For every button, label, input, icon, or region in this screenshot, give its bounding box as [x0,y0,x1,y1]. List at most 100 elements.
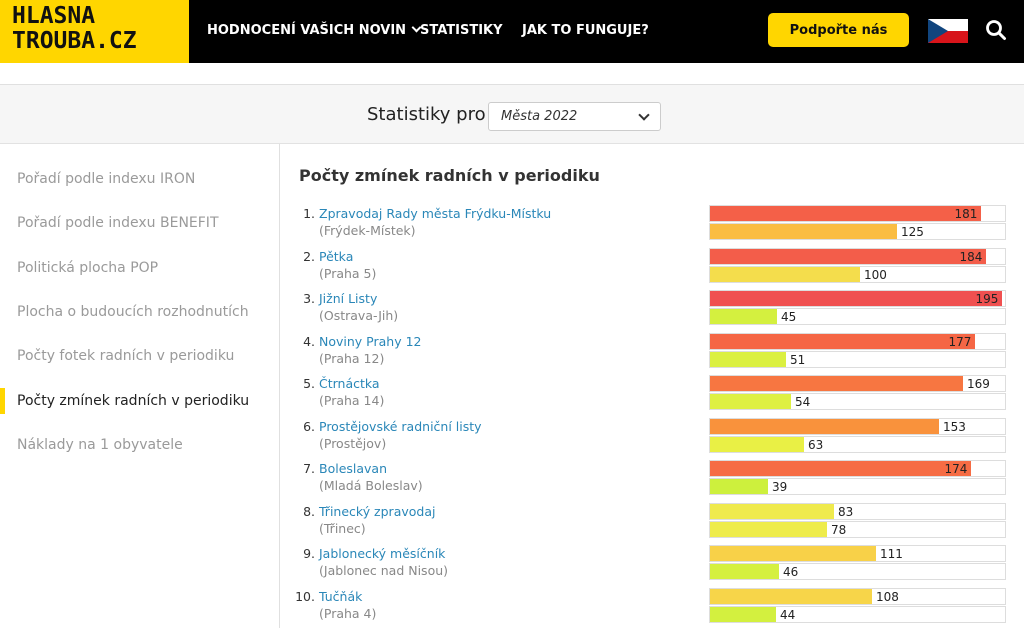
primary-bar: 83 [709,502,1006,520]
primary-bar: 181 [709,205,1006,222]
primary-bar-value: 174 [944,462,968,476]
secondary-bar-value: 63 [808,437,824,452]
city-label: (Prostějov) [319,435,387,451]
czech-flag-icon[interactable] [928,19,968,43]
primary-bar-fill [710,546,876,561]
secondary-bar-value: 100 [864,267,887,282]
periodical-link[interactable]: Třinecký zpravodaj [319,503,436,519]
support-button[interactable]: Podpořte nás [768,13,909,47]
secondary-bar-value: 125 [901,225,924,239]
primary-bar-fill [710,418,939,434]
secondary-bar-fill [710,606,776,622]
sidebar-item-pop[interactable]: Politická plocha POP [17,260,159,276]
nav-ratings-label: HODNOCENÍ VAŠICH NOVIN [207,23,407,38]
secondary-bar: 54 [709,393,1006,410]
sidebar-item-cost-per-capita[interactable]: Náklady na 1 obyvatele [17,437,183,453]
periodical-link[interactable]: Čtrnáctka [319,376,380,391]
list-item: 1. Zpravodaj Rady města Frýdku-Místku (Frý… [282,200,1024,242]
rank-number: 7. [303,461,315,476]
secondary-bar-fill [710,309,777,324]
periodical-link[interactable]: Pětka [319,248,354,264]
primary-bar-fill [710,461,971,476]
secondary-bar-value: 46 [783,565,799,579]
statistics-sidebar: Pořadí podle indexu IRON Pořadí podle in… [0,144,280,628]
sidebar-item-future-decisions[interactable]: Plocha o budoucích rozhodnutích [17,304,249,320]
periodical-link[interactable]: Noviny Prahy 12 [319,333,422,349]
periodical-link[interactable]: Tučňák [319,588,363,604]
secondary-bar: 44 [709,605,1006,623]
secondary-bar-fill [710,266,860,282]
year-select[interactable]: Města 2022 [488,102,661,131]
primary-bar: 108 [709,587,1006,605]
site-logo[interactable]: HLASNA TROUBA.CZ [0,0,189,63]
periodical-link[interactable]: Boleslavan [319,461,388,476]
secondary-bar-fill [710,351,786,367]
primary-bar-value: 111 [880,547,903,561]
periodical-link[interactable]: Jablonecký měsíčník [319,546,446,561]
list-item: 9. Jablonecký měsíčník (Jablonec nad Nisou… [282,540,1024,582]
primary-bar-value: 108 [876,589,899,604]
page-title: Počty zmínek radních v periodiku [299,166,600,185]
periodical-link[interactable]: Zpravodaj Rady města Frýdku-Místku [319,206,552,221]
secondary-bar: 45 [709,308,1006,325]
list-item: 3. Jižní Listy (Ostrava-Jih) 195 45 [282,285,1024,327]
secondary-bar-value: 51 [790,352,806,367]
secondary-bar: 46 [709,563,1006,580]
sidebar-item-photos[interactable]: Počty fotek radních v periodiku [17,348,235,364]
rank-number: 5. [303,376,315,391]
primary-bar-value: 153 [943,419,966,434]
secondary-bar: 78 [709,520,1006,538]
rank-number: 4. [303,333,315,349]
list-item: 8. Třinecký zpravodaj (Třinec) 83 78 [282,498,1024,540]
rank-number: 9. [303,546,315,561]
secondary-bar-fill [710,479,768,494]
sidebar-item-mentions[interactable]: Počty zmínek radních v periodiku [17,393,250,409]
list-item: 2. Pětka (Praha 5) 184 100 [282,243,1024,285]
logo-line-1: HLASNA [12,3,96,29]
city-label: (Praha 12) [319,350,385,366]
secondary-bar: 63 [709,435,1006,453]
primary-bar: 111 [709,545,1006,562]
secondary-bar-fill [710,521,827,537]
primary-bar-value: 181 [954,207,978,221]
active-indicator [0,388,5,414]
nav-ratings[interactable]: HODNOCENÍ VAŠICH NOVIN [207,22,422,38]
primary-bar: 177 [709,332,1006,350]
secondary-bar-value: 78 [831,522,847,537]
secondary-bar-value: 39 [772,480,788,494]
sidebar-item-benefit[interactable]: Pořadí podle indexu BENEFIT [17,215,219,231]
city-label: (Jablonec nad Nisou) [319,563,449,578]
search-icon[interactable] [985,19,1007,41]
sidebar-item-iron[interactable]: Pořadí podle indexu IRON [17,171,196,187]
secondary-bar-fill [710,436,804,452]
primary-bar-fill [710,588,872,604]
primary-bar-fill [710,291,1002,306]
primary-bar-value: 83 [838,504,854,519]
nav-how-it-works[interactable]: JAK TO FUNGUJE? [522,23,649,38]
secondary-bar: 100 [709,265,1006,283]
city-label: (Ostrava-Jih) [319,308,399,323]
year-select-value: Města 2022 [501,109,578,124]
primary-bar: 153 [709,417,1006,435]
periodical-link[interactable]: Prostějovské radniční listy [319,418,482,434]
nav-statistics[interactable]: STATISTIKY [420,23,503,38]
primary-bar: 174 [709,460,1006,477]
city-label: (Praha 4) [319,605,377,621]
list-item: 5. Čtrnáctka (Praha 14) 169 54 [282,370,1024,412]
city-label: (Třinec) [319,520,366,536]
secondary-bar-fill [710,224,897,239]
rank-number: 2. [303,248,315,264]
secondary-bar-fill [710,394,791,409]
list-item: 6. Prostějovské radniční listy (Prostějov)… [282,413,1024,455]
primary-bar-value: 195 [975,292,999,306]
top-navigation-bar: HLASNA TROUBA.CZ HODNOCENÍ VAŠICH NOVIN … [0,0,1024,63]
rank-number: 10. [295,588,315,604]
statistics-selector-bar: Statistiky pro Města 2022 [0,84,1024,144]
primary-bar-fill [710,333,975,349]
city-label: (Praha 5) [319,265,377,281]
secondary-bar-value: 54 [795,395,811,409]
primary-bar-fill [710,503,834,519]
periodical-link[interactable]: Jižní Listy [319,291,378,306]
rank-number: 3. [303,291,315,306]
secondary-bar: 39 [709,478,1006,495]
